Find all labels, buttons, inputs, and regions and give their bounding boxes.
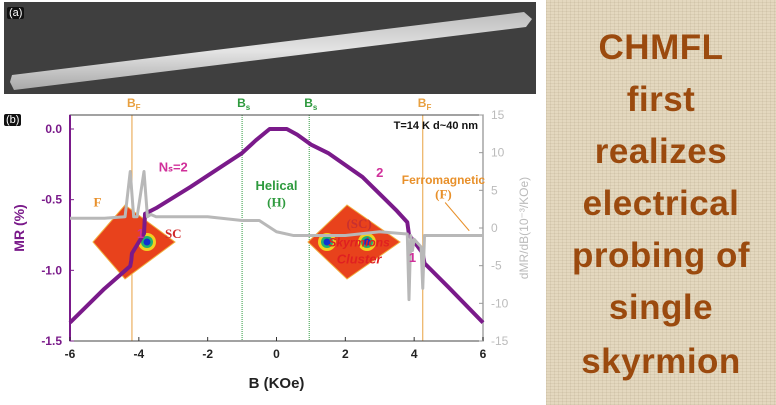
- y2-tick-label: 0: [491, 221, 498, 235]
- x-tick-label: 0: [273, 347, 280, 361]
- y2-tick-label: 10: [491, 146, 505, 160]
- panel-b-label: (b): [4, 114, 22, 126]
- headline-line: probing of: [571, 236, 750, 275]
- nanowire-image: [10, 12, 532, 90]
- chart-annotation: 2: [376, 165, 383, 180]
- annotation-arrow: [444, 202, 470, 232]
- x-tick-label: -6: [65, 347, 76, 361]
- headline-line: single: [608, 288, 714, 327]
- skyrmion-inset: [307, 204, 401, 280]
- headline-line: CHMFL: [598, 28, 724, 67]
- chart-annotation: SC: [165, 226, 182, 241]
- x-tick-label: 6: [480, 347, 487, 361]
- x-axis-label: B (KOe): [249, 375, 305, 392]
- headline-panel: CHMFL first realizes electrical probing …: [546, 0, 776, 405]
- skyrmion-core: [143, 238, 151, 246]
- y-tick-label: -0.5: [41, 193, 62, 207]
- x-tick-label: 2: [342, 347, 349, 361]
- headline-line: realizes: [594, 132, 728, 171]
- y-tick-label: -1.5: [41, 334, 62, 348]
- headline-line: skyrmion: [581, 342, 741, 381]
- mr-chart: BF Bs Bs BF -6 -4 -2 0 2 4 6 B (KOe) 0.0 -0.5 -1.0 -1.5…: [11, 96, 531, 392]
- x-tick-label: 4: [411, 347, 418, 361]
- field-marker-label: Bs: [304, 96, 318, 112]
- field-marker-label: BF: [418, 96, 432, 112]
- y-tick-label: 0.0: [45, 122, 62, 136]
- chart-annotation: Helical: [256, 178, 298, 193]
- chart-annotation: Nₛ=2: [159, 159, 188, 174]
- x-tick-label: -2: [202, 347, 213, 361]
- y2-axis-label: dMR/dB(10⁻³/KOe): [517, 177, 531, 279]
- panel-a-label: (a): [7, 7, 25, 19]
- chart-annotation: 1: [137, 226, 144, 241]
- y2-tick-label: 15: [491, 108, 505, 122]
- y-axis-label: MR (%): [11, 204, 27, 251]
- series-dmrdb-line: [70, 170, 483, 302]
- series-mr-line: [68, 127, 485, 325]
- skyrmion-core: [323, 238, 331, 246]
- chart-annotation: Ferromagnetic: [402, 173, 486, 187]
- chart-annotation: Skyrmions: [328, 235, 390, 249]
- chart-annotation: (F): [435, 186, 452, 201]
- field-marker-label: BF: [127, 96, 141, 112]
- chart-annotation: 1: [409, 250, 416, 265]
- sem-image-panel: (a): [4, 2, 536, 94]
- field-marker-label: Bs: [237, 96, 251, 112]
- y2-tick-label: -10: [491, 296, 509, 310]
- chart-annotation: F: [94, 195, 102, 210]
- chart-annotation: Cluster: [337, 251, 383, 266]
- headline-line: electrical: [582, 184, 740, 223]
- condition-label: T=14 K d~40 nm: [394, 120, 479, 132]
- y-tick-label: -1.0: [41, 263, 62, 277]
- y2-tick-label: 5: [491, 183, 498, 197]
- skyrmion-core: [363, 238, 371, 246]
- chart-annotation: (H): [267, 195, 286, 210]
- y2-tick-label: -15: [491, 334, 509, 348]
- x-tick-label: -4: [133, 347, 144, 361]
- chart-annotation: (SC): [346, 216, 371, 231]
- y2-tick-label: -5: [491, 259, 502, 273]
- headline-line: first: [626, 80, 696, 119]
